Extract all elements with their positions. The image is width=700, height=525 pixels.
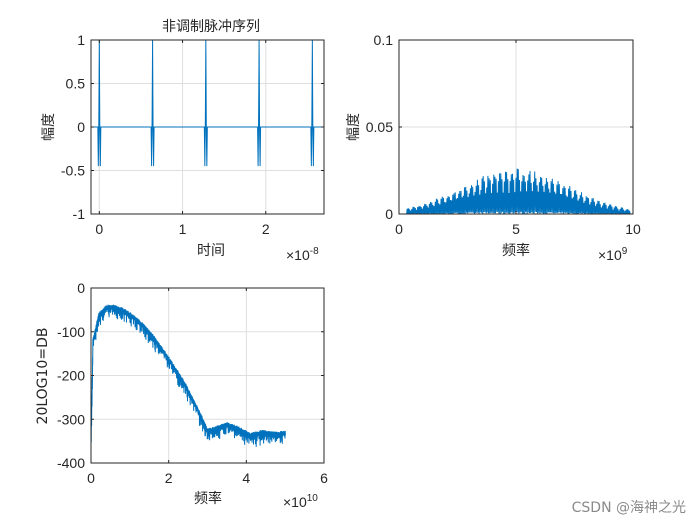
subplot-2-x-exponent: ×109 [598,246,628,263]
y-tick-label: 1 [77,32,85,48]
subplot-1-x-exponent: ×10-8 [286,246,319,263]
subplot-2-xlabel: 频率 [502,242,530,259]
subplot-3-xlabel: 频率 [194,490,222,507]
data-series-line [399,168,633,215]
y-tick-label: -400 [57,455,85,471]
x-tick-label: 0 [95,221,103,237]
y-tick-label: -100 [57,324,85,340]
x-tick-label: 1 [179,221,187,237]
y-tick-label: 0.5 [66,76,86,92]
subplot-1-ylabel: 幅度 [41,113,57,141]
y-tick-label: -200 [57,368,85,384]
x-tick-label: 0 [395,221,403,237]
x-tick-label: 4 [242,470,250,486]
subplot-spectrum: 频率 幅度 ×109 0 5 10 0 0.05 0.1 [346,32,641,263]
x-tick-label: 6 [320,470,328,486]
x-tick-label: 5 [512,221,520,237]
y-tick-label: 0.05 [366,119,393,135]
y-tick-label: 0 [77,119,85,135]
y-tick-label: 0.1 [374,32,394,48]
x-tick-label: 2 [262,221,270,237]
data-series-line [90,304,286,447]
x-tick-label: 2 [165,470,173,486]
y-tick-label: -0.5 [61,163,85,179]
subplot-1-title: 非调制脉冲序列 [162,19,260,35]
watermark: CSDN @海神之光 [571,500,686,516]
y-tick-label: -1 [73,206,86,222]
subplot-spectrum-db: 频率 20LOG10=DB ×1010 0 2 4 6 -400 -300 -200 -100… [35,280,328,510]
x-tick-label: 10 [625,221,641,237]
subplot-3-x-exponent: ×1010 [283,493,318,510]
subplot-2-ylabel: 幅度 [346,113,362,141]
y-tick-label: 0 [77,280,85,296]
data-series-line [91,39,324,167]
subplot-1-xlabel: 时间 [197,243,225,259]
y-tick-label: 0 [385,206,393,222]
subplot-pulse-train: 非调制脉冲序列 时间 幅度 ×10-8 0 1 2 -1 -0.5 0 0.5 1 [41,19,325,263]
x-tick-label: 0 [87,470,95,486]
y-tick-label: -300 [57,411,85,427]
subplot-3-ylabel: 20LOG10=DB [35,328,51,425]
